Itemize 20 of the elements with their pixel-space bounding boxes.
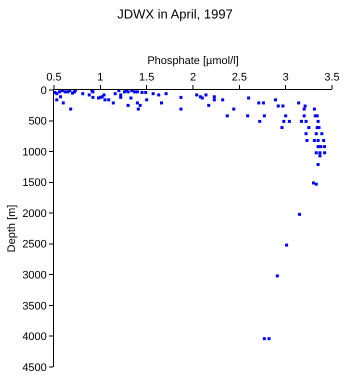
y-tick-label: 1500 — [22, 177, 47, 190]
y-tick-label: 3500 — [22, 300, 47, 312]
y-tick-label: 3000 — [22, 270, 47, 282]
y-tick-label: 2500 — [22, 238, 47, 251]
y-tick-label: 500 — [28, 116, 47, 128]
x-tick-label: 2.5 — [232, 72, 247, 84]
y-tick-label: 1000 — [22, 146, 47, 158]
chart-title: JDWX in April, 1997 — [117, 6, 233, 22]
x-tick-label: 0.5 — [46, 72, 62, 84]
x-axis-title: Phosphate [µmol/l] — [147, 55, 239, 68]
x-tick-label: 3 — [282, 72, 289, 84]
x-tick-label: 2 — [190, 72, 196, 84]
x-tick-label: 1 — [97, 72, 104, 84]
x-tick-label: 3.5 — [324, 72, 340, 84]
y-tick-label: 4000 — [22, 331, 47, 344]
y-tick-label: 0 — [40, 84, 47, 97]
x-tick-label: 1.5 — [139, 72, 154, 84]
y-tick-label: 2000 — [22, 208, 47, 220]
y-tick-label: 4500 — [22, 362, 47, 374]
y-axis-title: Depth [m] — [6, 204, 18, 252]
